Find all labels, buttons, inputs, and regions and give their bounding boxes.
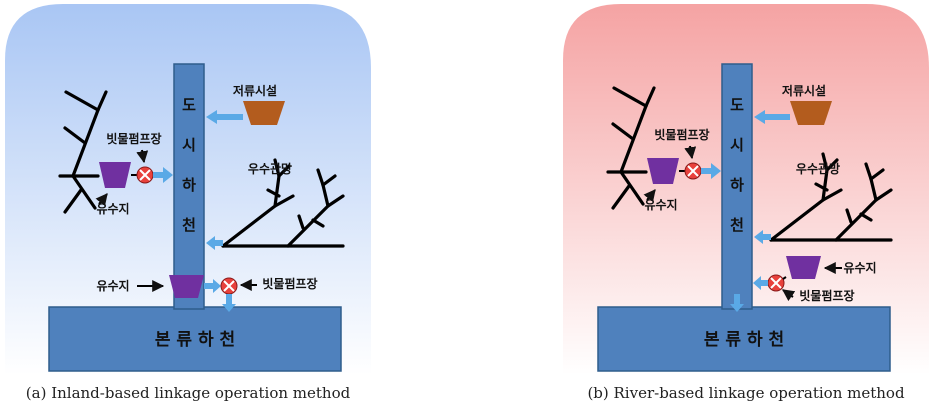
urban-stream-label-char: 도 <box>730 96 744 114</box>
pump-station-icon <box>136 166 154 184</box>
reservoir-icon <box>169 275 204 298</box>
caption-river-based: (b) River-based linkage operation method <box>587 384 905 402</box>
reservoir-icon <box>99 162 131 188</box>
reservoir-label: 유수지 <box>96 278 129 293</box>
flow-arrow-icon <box>753 276 768 290</box>
storm-sewer-network <box>221 158 345 248</box>
left-drainage-network <box>606 86 656 210</box>
flow-arrow-icon <box>754 110 790 124</box>
urban-stream-label-char: 시 <box>182 136 196 154</box>
main-river-label: 본 류 하 천 <box>155 330 235 350</box>
urban-stream-label-char: 천 <box>182 216 196 234</box>
urban-stream-channel <box>721 63 753 310</box>
flow-arrow-icon <box>222 294 236 312</box>
urban-stream-label-char: 도 <box>182 96 196 114</box>
storm-sewer-label: 우수관망 <box>248 161 292 176</box>
pointer-arrow-icon <box>136 149 149 164</box>
pointer-arrow-icon <box>643 189 656 203</box>
pump-station-label: 빗물펌프장 <box>262 276 317 291</box>
main-river-label: 본 류 하 천 <box>704 330 784 350</box>
storage-facility-label: 저류시설 <box>233 83 277 98</box>
flow-arrow-icon <box>153 167 173 183</box>
urban-stream-channel <box>173 63 205 310</box>
storage-facility-icon <box>243 101 285 125</box>
urban-stream-label-char: 하 <box>182 176 196 194</box>
storage-facility-label: 저류시설 <box>782 83 826 98</box>
storm-sewer-label: 우수관망 <box>796 161 840 176</box>
pump-station-label: 빗물펌프장 <box>799 288 854 303</box>
pump-station-icon <box>767 274 785 292</box>
urban-stream-label-char: 시 <box>730 136 744 154</box>
reservoir-label: 유수지 <box>843 260 876 275</box>
pump-station-label: 빗물펌프장 <box>654 127 709 142</box>
urban-stream-label-char: 천 <box>730 216 744 234</box>
caption-inland-based: (a) Inland-based linkage operation metho… <box>25 384 351 402</box>
pointer-arrow-icon <box>782 289 796 302</box>
flow-arrow-icon <box>206 110 243 124</box>
pointer-arrow-icon <box>684 145 697 160</box>
flow-arrow-icon <box>204 279 221 293</box>
reservoir-label: 유수지 <box>96 201 129 216</box>
flow-arrow-icon <box>701 163 721 179</box>
flow-arrow-icon <box>206 236 223 250</box>
storage-facility-icon <box>790 101 832 125</box>
reservoir-icon <box>786 256 821 279</box>
urban-stream-label-char: 하 <box>730 176 744 194</box>
pump-station-icon <box>684 162 702 180</box>
flow-arrow-icon <box>730 294 744 312</box>
reservoir-icon <box>647 158 679 184</box>
storm-sewer-network <box>769 152 893 242</box>
reservoir-label: 유수지 <box>644 197 677 212</box>
pump-station-icon <box>220 277 238 295</box>
main-river-box <box>48 306 342 372</box>
flow-arrow-icon <box>754 230 771 244</box>
pump-station-label: 빗물펌프장 <box>106 131 161 146</box>
main-river-box <box>597 306 891 372</box>
left-drainage-network <box>58 90 108 214</box>
pointer-arrow-icon <box>95 193 108 207</box>
